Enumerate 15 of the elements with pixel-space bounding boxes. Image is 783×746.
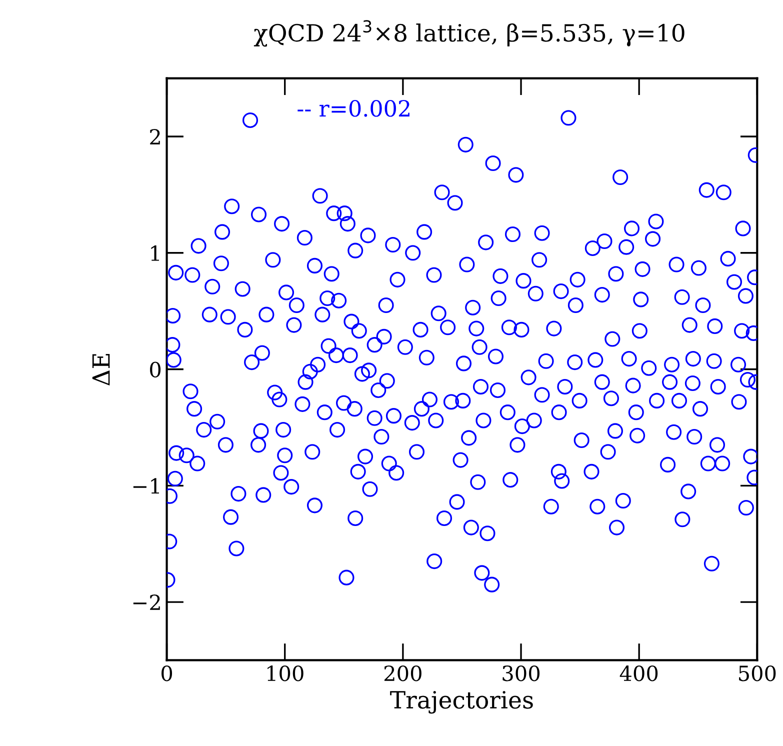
y-tick-label: 1 — [151, 245, 159, 261]
x-tick-label: 100 — [268, 665, 304, 682]
x-axis-title: Trajectories — [390, 691, 533, 714]
y-tick-label: −1 — [133, 478, 159, 494]
y-tick-label: 0 — [150, 362, 161, 378]
y-tick-label: −2 — [133, 594, 160, 610]
x-tick-label: 500 — [739, 665, 776, 682]
annotation: -- r=0.002 — [298, 100, 410, 117]
x-tick-label: 400 — [620, 665, 658, 682]
y-axis-title: ΔE — [92, 354, 110, 386]
y-tick-label: 2 — [150, 128, 160, 144]
x-tick-label: 300 — [502, 665, 540, 682]
x-tick-label: 200 — [384, 665, 422, 682]
x-tick-label: 0 — [162, 665, 172, 682]
chart-title: χQCD 24$^{3}$×8 lattice, β=5.535, γ=10 — [254, 20, 684, 47]
